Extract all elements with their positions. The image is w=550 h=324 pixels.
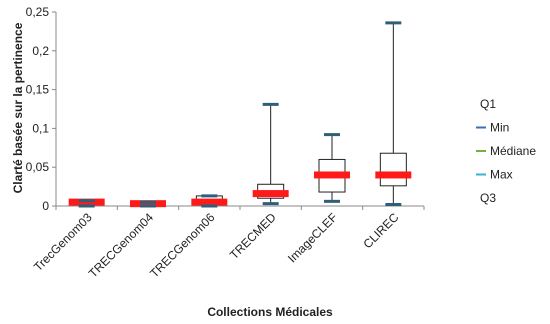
median-bar xyxy=(314,171,350,179)
box-trecgenom03 xyxy=(68,198,105,208)
iqr-box xyxy=(379,152,407,187)
y-tick-label: 0,1 xyxy=(32,121,49,135)
y-tick-label: 0,05 xyxy=(26,160,50,174)
x-category-label: TRECMED xyxy=(227,210,279,262)
median-bar xyxy=(191,198,228,206)
y-tick-label: 0,15 xyxy=(26,83,50,97)
y-tick-label: 0 xyxy=(42,199,49,213)
x-category-label: TRECGenom06 xyxy=(147,210,217,280)
y-tick-label: 0,2 xyxy=(32,44,49,58)
median-bar xyxy=(252,190,289,198)
legend-label: Médiane xyxy=(490,144,536,158)
box-clirec xyxy=(375,21,412,206)
y-axis-title: Clarté basée sur la pertinence xyxy=(11,22,25,193)
boxes xyxy=(68,21,412,208)
x-category-label: TrecGenom03 xyxy=(31,210,95,274)
median-bar xyxy=(68,198,105,206)
y-axis-ticks: 0 0,05 0,1 0,15 0,2 0,25 xyxy=(26,5,56,213)
box-trecgenom06 xyxy=(191,194,228,208)
median-bar xyxy=(130,200,166,208)
axes xyxy=(55,12,425,210)
legend: Q1 Min Médiane Max Q3 xyxy=(476,97,536,205)
x-category-label: ImageCLEF xyxy=(285,210,340,265)
x-axis-title: Collections Médicales xyxy=(207,305,333,319)
x-category-label: TRECGenom04 xyxy=(86,210,156,280)
y-tick-label: 0,25 xyxy=(26,5,50,19)
legend-label: Q1 xyxy=(480,97,496,111)
median-bar xyxy=(375,171,412,179)
legend-label: Min xyxy=(490,121,509,135)
legend-label: Q3 xyxy=(480,191,496,205)
x-category-label: CLIREC xyxy=(360,210,401,251)
box-trecmed xyxy=(252,102,289,206)
legend-label: Max xyxy=(490,168,513,182)
box-imageclef xyxy=(314,133,350,203)
box-trecgenom04 xyxy=(130,200,166,208)
